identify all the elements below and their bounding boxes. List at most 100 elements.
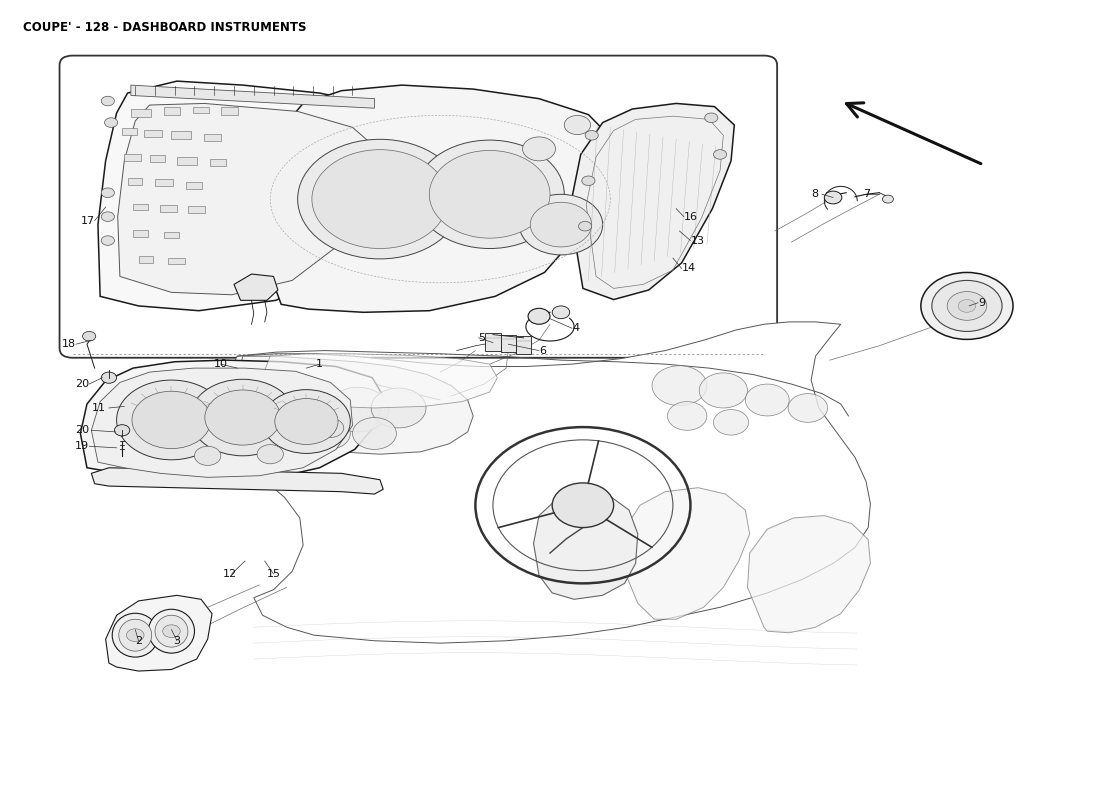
Bar bbox=[194, 106, 209, 113]
Circle shape bbox=[190, 379, 296, 456]
Polygon shape bbox=[263, 354, 497, 408]
Circle shape bbox=[101, 236, 114, 246]
Text: 5: 5 bbox=[478, 333, 486, 343]
Text: 15: 15 bbox=[266, 569, 280, 578]
Text: 3: 3 bbox=[174, 636, 180, 646]
Polygon shape bbox=[238, 356, 473, 454]
Bar bbox=[177, 157, 197, 165]
Circle shape bbox=[921, 273, 1013, 339]
Text: 14: 14 bbox=[682, 263, 696, 274]
Bar bbox=[128, 178, 142, 185]
Text: 16: 16 bbox=[684, 212, 697, 222]
Text: 11: 11 bbox=[91, 403, 106, 413]
Circle shape bbox=[788, 394, 827, 422]
Bar bbox=[164, 107, 180, 114]
Circle shape bbox=[552, 483, 614, 527]
Circle shape bbox=[195, 446, 221, 466]
Bar bbox=[139, 257, 153, 263]
Bar bbox=[161, 205, 177, 212]
Bar bbox=[124, 154, 141, 161]
Circle shape bbox=[352, 418, 396, 450]
Text: 10: 10 bbox=[213, 359, 228, 369]
Circle shape bbox=[746, 384, 789, 416]
Circle shape bbox=[824, 191, 842, 204]
Circle shape bbox=[714, 150, 727, 159]
Circle shape bbox=[298, 139, 462, 259]
Circle shape bbox=[530, 202, 592, 247]
Circle shape bbox=[312, 150, 448, 249]
Circle shape bbox=[82, 331, 96, 341]
Circle shape bbox=[318, 418, 343, 438]
Bar bbox=[485, 333, 501, 350]
Bar bbox=[500, 334, 516, 352]
Circle shape bbox=[126, 629, 144, 642]
Circle shape bbox=[958, 299, 976, 312]
Polygon shape bbox=[621, 488, 750, 619]
Circle shape bbox=[947, 291, 987, 320]
Bar bbox=[131, 109, 151, 117]
Circle shape bbox=[117, 380, 227, 460]
Polygon shape bbox=[91, 368, 352, 478]
Text: 19: 19 bbox=[75, 442, 89, 451]
Polygon shape bbox=[260, 85, 610, 312]
Circle shape bbox=[101, 188, 114, 198]
Circle shape bbox=[582, 176, 595, 186]
Text: 13: 13 bbox=[691, 235, 704, 246]
Polygon shape bbox=[534, 490, 638, 599]
FancyBboxPatch shape bbox=[59, 56, 777, 358]
Bar bbox=[144, 130, 162, 137]
Text: 17: 17 bbox=[80, 216, 95, 226]
Text: 20: 20 bbox=[75, 426, 89, 435]
Circle shape bbox=[205, 390, 280, 445]
Circle shape bbox=[714, 410, 749, 435]
Text: eurospares: eurospares bbox=[133, 254, 328, 322]
Text: 6: 6 bbox=[539, 346, 546, 355]
Bar bbox=[155, 179, 173, 186]
Text: 12: 12 bbox=[222, 569, 236, 578]
Circle shape bbox=[101, 96, 114, 106]
Text: 18: 18 bbox=[62, 339, 76, 349]
Circle shape bbox=[564, 115, 591, 134]
Polygon shape bbox=[748, 515, 870, 633]
Text: 8: 8 bbox=[812, 190, 818, 199]
Text: 20: 20 bbox=[75, 379, 89, 389]
Bar bbox=[516, 336, 531, 354]
Text: 2: 2 bbox=[135, 636, 142, 646]
Circle shape bbox=[705, 113, 718, 122]
Circle shape bbox=[585, 130, 598, 140]
Circle shape bbox=[519, 194, 603, 255]
Bar bbox=[221, 107, 239, 114]
Ellipse shape bbox=[119, 619, 152, 651]
Bar bbox=[186, 182, 202, 189]
Circle shape bbox=[579, 222, 592, 231]
Bar bbox=[168, 258, 185, 265]
Circle shape bbox=[114, 425, 130, 436]
Circle shape bbox=[882, 195, 893, 203]
Circle shape bbox=[700, 373, 748, 408]
Text: 4: 4 bbox=[572, 323, 579, 334]
Bar bbox=[133, 230, 148, 237]
Circle shape bbox=[163, 625, 180, 638]
Circle shape bbox=[101, 212, 114, 222]
Polygon shape bbox=[131, 85, 374, 108]
Bar bbox=[210, 159, 227, 166]
Text: COUPE' - 128 - DASHBOARD INSTRUMENTS: COUPE' - 128 - DASHBOARD INSTRUMENTS bbox=[23, 22, 307, 34]
Text: eurospares: eurospares bbox=[572, 462, 767, 530]
Circle shape bbox=[257, 445, 284, 464]
Text: 1: 1 bbox=[316, 359, 323, 369]
Circle shape bbox=[371, 388, 426, 428]
Circle shape bbox=[307, 418, 350, 450]
Circle shape bbox=[552, 306, 570, 318]
Bar bbox=[205, 134, 221, 141]
Ellipse shape bbox=[155, 615, 188, 647]
Circle shape bbox=[528, 308, 550, 324]
Circle shape bbox=[263, 390, 350, 454]
Circle shape bbox=[132, 391, 211, 449]
Polygon shape bbox=[118, 103, 374, 294]
Ellipse shape bbox=[148, 610, 195, 653]
Bar bbox=[133, 204, 148, 210]
Circle shape bbox=[282, 386, 346, 434]
Circle shape bbox=[415, 140, 564, 249]
Circle shape bbox=[522, 137, 556, 161]
Bar bbox=[164, 232, 179, 238]
